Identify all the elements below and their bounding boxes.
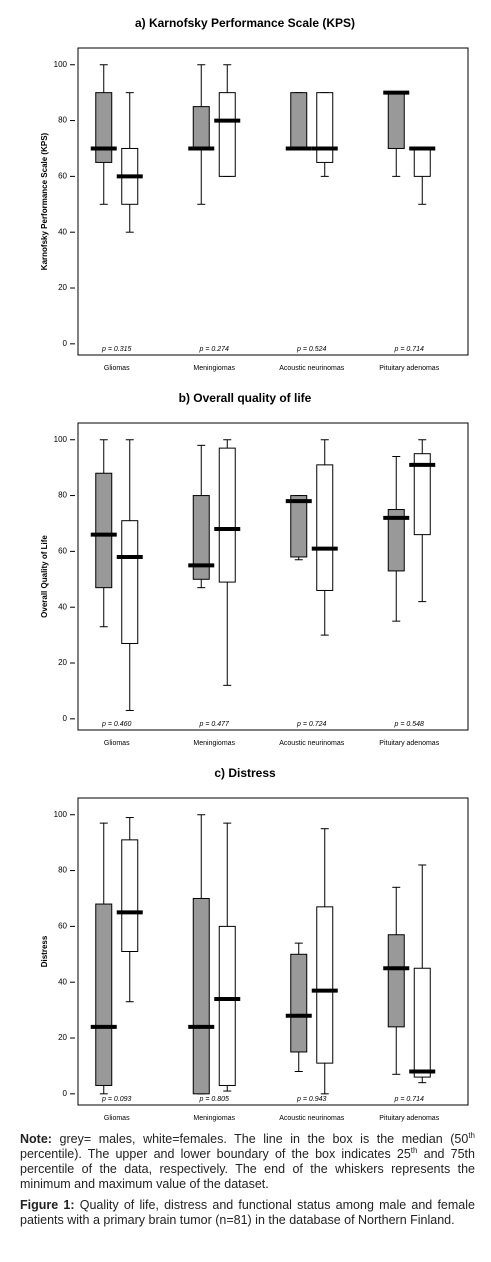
box — [218, 925, 236, 1086]
box — [387, 934, 405, 1028]
note-sup: th — [410, 1145, 418, 1155]
box — [290, 92, 308, 149]
y-tick-label: 80 — [58, 866, 67, 875]
chart-title: b) Overall quality of life — [179, 391, 312, 405]
box — [316, 92, 334, 163]
y-tick-label: 20 — [58, 1033, 67, 1042]
p-value: p = 0.943 — [296, 1096, 326, 1103]
p-value: p = 0.724 — [296, 721, 326, 728]
p-value: p = 0.477 — [199, 721, 230, 728]
note-label: Note: — [20, 1132, 52, 1146]
x-tick-label: Acoustic neurinomas — [279, 740, 344, 747]
box — [95, 472, 113, 589]
box — [413, 967, 431, 1078]
x-tick-label: Acoustic neurinomas — [279, 1115, 344, 1122]
y-axis-label: Distress — [40, 935, 49, 967]
x-tick-label: Gliomas — [104, 365, 130, 372]
box — [413, 147, 431, 177]
chart-title: c) Distress — [214, 766, 276, 780]
y-tick-label: 20 — [58, 658, 67, 667]
p-value: p = 0.524 — [296, 346, 326, 353]
charts: a) Karnofsky Performance Scale (KPS) Karn… — [40, 16, 469, 1122]
p-value: p = 0.093 — [101, 1096, 131, 1103]
y-tick-label: 100 — [54, 60, 68, 69]
box — [290, 495, 308, 558]
y-axis-label: Overall Quality of Life — [40, 535, 49, 618]
x-tick-label: Pituitary adenomas — [379, 740, 439, 747]
box — [121, 520, 139, 644]
y-tick-label: 60 — [58, 921, 67, 930]
plot-frame — [77, 797, 469, 1106]
plot-frame — [77, 47, 469, 356]
y-tick-label: 80 — [58, 116, 67, 125]
box — [95, 92, 113, 163]
y-tick-label: 40 — [58, 227, 67, 236]
y-tick-label: 0 — [63, 714, 68, 723]
caption: Figure 1: Quality of life, distress and … — [20, 1198, 475, 1228]
caption-label: Figure 1: — [20, 1198, 75, 1212]
p-value: p = 0.714 — [394, 1096, 424, 1103]
box — [316, 906, 334, 1064]
x-tick-label: Gliomas — [104, 1115, 130, 1122]
box — [95, 903, 113, 1086]
x-tick-label: Acoustic neurinomas — [279, 365, 344, 372]
y-tick-label: 80 — [58, 491, 67, 500]
box — [387, 92, 405, 149]
box — [218, 92, 236, 177]
note-text: grey= males, white=females. The line in … — [59, 1132, 469, 1146]
box — [290, 953, 308, 1053]
x-tick-label: Meningiomas — [193, 365, 235, 372]
p-value: p = 0.805 — [199, 1096, 229, 1103]
x-tick-label: Gliomas — [104, 740, 130, 747]
p-value: p = 0.714 — [394, 346, 424, 353]
note: Note: grey= males, white=females. The li… — [20, 1130, 475, 1192]
note-text: and 75th percentile of the data, respect… — [20, 1147, 475, 1191]
p-value: p = 0.548 — [394, 721, 424, 728]
box — [387, 509, 405, 572]
note-text: percentile). The upper and lower boundar… — [20, 1147, 411, 1161]
text-block: Note: grey= males, white=females. The li… — [20, 1130, 475, 1234]
y-axis-label: Karnofsky Performance Scale (KPS) — [40, 132, 49, 270]
y-tick-label: 40 — [58, 602, 67, 611]
box — [218, 447, 236, 583]
x-tick-label: Pituitary adenomas — [379, 1115, 439, 1122]
y-tick-label: 0 — [63, 339, 68, 348]
y-tick-label: 100 — [54, 810, 68, 819]
x-tick-label: Pituitary adenomas — [379, 365, 439, 372]
y-tick-label: 20 — [58, 283, 67, 292]
note-sup: th — [468, 1130, 475, 1140]
y-tick-label: 60 — [58, 171, 67, 180]
chart-title: a) Karnofsky Performance Scale (KPS) — [135, 16, 355, 30]
y-tick-label: 60 — [58, 546, 67, 555]
box — [192, 106, 210, 149]
p-value: p = 0.460 — [101, 721, 131, 728]
y-tick-label: 40 — [58, 977, 67, 986]
p-value: p = 0.315 — [101, 346, 131, 353]
box — [192, 897, 210, 1095]
box — [413, 453, 431, 536]
x-tick-label: Meningiomas — [193, 740, 235, 747]
box — [316, 464, 334, 591]
y-tick-label: 100 — [54, 435, 68, 444]
p-value: p = 0.274 — [199, 346, 229, 353]
box — [192, 495, 210, 580]
plot-frame — [77, 422, 469, 731]
x-tick-label: Meningiomas — [193, 1115, 235, 1122]
box — [121, 839, 139, 953]
y-tick-label: 0 — [63, 1089, 68, 1098]
caption-text: Quality of life, distress and functional… — [20, 1198, 475, 1227]
